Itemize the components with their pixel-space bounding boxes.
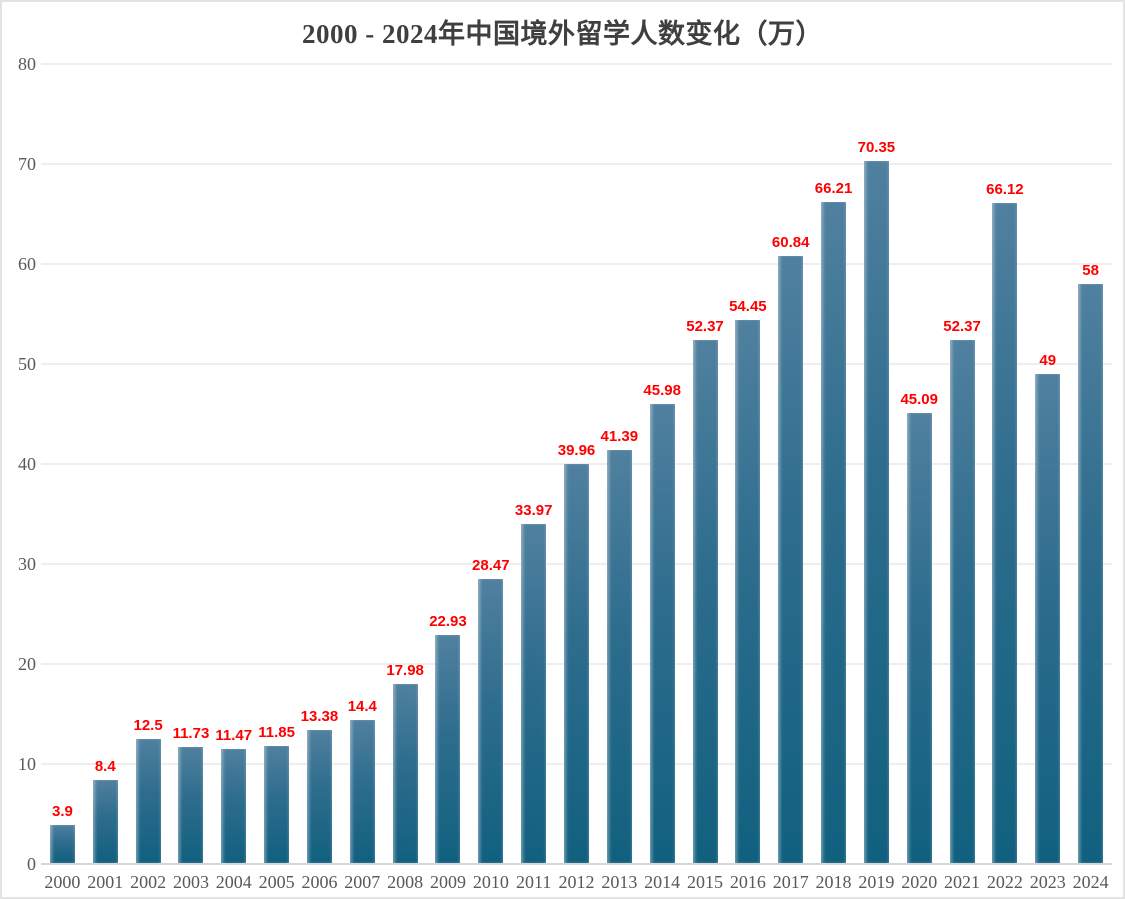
- bar-2004: [221, 749, 247, 863]
- bar-2014: [649, 404, 675, 863]
- value-label-2012: 39.96: [557, 442, 596, 460]
- gridline-y-70: [41, 163, 1112, 165]
- x-axis-tick-2000: 2000: [44, 872, 81, 892]
- bar-2009: [435, 634, 461, 863]
- value-label-2008: 17.98: [386, 662, 424, 680]
- x-axis-tick-2006: 2006: [301, 872, 338, 892]
- bar-2010: [478, 579, 504, 863]
- bar-2005: [264, 745, 290, 863]
- x-axis-tick-2008: 2008: [387, 872, 424, 892]
- x-axis-tick-2024: 2024: [1072, 872, 1109, 892]
- x-axis-tick-2023: 2023: [1029, 872, 1066, 892]
- value-label-2019: 70.35: [857, 138, 896, 156]
- value-label-2003: 11.73: [172, 724, 210, 742]
- bar-2003: [178, 746, 204, 863]
- value-label-2017: 60.84: [771, 233, 810, 251]
- x-axis-tick-2017: 2017: [772, 872, 809, 892]
- value-label-2016: 54.45: [729, 297, 767, 315]
- bar-2006: [306, 730, 332, 863]
- bar-2000: [49, 825, 75, 863]
- y-axis-tick-40: 40: [18, 454, 36, 474]
- chart-title: 2000 - 2024年中国境外留学人数变化（万）: [302, 19, 823, 49]
- value-label-2018: 66.21: [814, 179, 853, 197]
- bar-2008: [392, 684, 418, 863]
- x-axis-tick-2020: 2020: [901, 872, 938, 892]
- y-axis-tick-60: 60: [18, 254, 36, 274]
- gridline-y-60: [41, 263, 1112, 265]
- bar-2022: [992, 202, 1018, 863]
- value-label-2021: 52.37: [943, 318, 981, 336]
- bar-2018: [821, 201, 847, 863]
- x-axis-tick-2010: 2010: [472, 872, 509, 892]
- value-label-2023: 49: [1039, 352, 1057, 369]
- bar-2023: [1035, 374, 1061, 863]
- value-label-2002: 12.5: [133, 717, 163, 734]
- bar-2011: [521, 524, 547, 863]
- bar-2001: [92, 780, 118, 863]
- value-label-2004: 11.47: [215, 727, 253, 745]
- y-axis-tick-50: 50: [18, 354, 36, 374]
- x-axis-tick-2022: 2022: [986, 872, 1023, 892]
- x-axis-tick-2005: 2005: [258, 872, 295, 892]
- bar-2002: [135, 739, 161, 863]
- value-label-2005: 11.85: [258, 723, 295, 741]
- value-label-2013: 41.39: [600, 428, 639, 446]
- bar-2024: [1078, 284, 1104, 863]
- bar-2020: [906, 413, 932, 863]
- x-axis-tick-2013: 2013: [601, 872, 638, 892]
- x-axis-tick-2016: 2016: [729, 872, 766, 892]
- value-label-2009: 22.93: [429, 612, 467, 630]
- x-axis-tick-2002: 2002: [130, 872, 167, 892]
- bar-2019: [863, 160, 889, 863]
- y-axis-tick-70: 70: [18, 154, 36, 174]
- value-label-2020: 45.09: [900, 391, 938, 409]
- bar-2015: [692, 340, 718, 863]
- bar-2012: [564, 464, 589, 863]
- gridline-y-80: [41, 63, 1112, 65]
- value-label-2022: 66.12: [986, 180, 1024, 198]
- value-label-2000: 3.9: [51, 803, 73, 820]
- gridline-y-40: [41, 463, 1112, 465]
- bar-2007: [349, 720, 375, 863]
- x-axis-tick-2018: 2018: [815, 872, 852, 892]
- bar-2017: [778, 255, 804, 863]
- x-axis-tick-2011: 2011: [515, 872, 552, 892]
- value-label-2014: 45.98: [643, 382, 681, 400]
- x-axis-line: [41, 863, 1112, 865]
- bar-2016: [735, 319, 761, 863]
- y-axis-tick-10: 10: [18, 754, 36, 774]
- x-axis-tick-2004: 2004: [215, 872, 252, 892]
- x-axis-tick-2003: 2003: [172, 872, 209, 892]
- x-axis-tick-2014: 2014: [644, 872, 681, 892]
- y-axis-tick-80: 80: [18, 54, 36, 74]
- x-axis-tick-2007: 2007: [344, 872, 381, 892]
- value-label-2010: 28.47: [472, 557, 510, 575]
- value-label-2001: 8.4: [94, 758, 116, 775]
- gridline-y-50: [41, 363, 1112, 365]
- y-axis-tick-20: 20: [18, 654, 36, 674]
- value-label-2007: 14.4: [347, 698, 377, 715]
- y-axis-tick-0: 0: [27, 854, 36, 874]
- x-axis-tick-2009: 2009: [429, 872, 466, 892]
- bar-2021: [949, 340, 975, 863]
- bar-2013: [606, 450, 632, 863]
- x-axis-tick-2015: 2015: [687, 872, 724, 892]
- value-label-2024: 58: [1082, 262, 1099, 279]
- x-axis-tick-2019: 2019: [858, 872, 895, 892]
- x-axis-tick-2001: 2001: [87, 872, 124, 892]
- value-label-2015: 52.37: [686, 318, 724, 336]
- y-axis-tick-30: 30: [18, 554, 36, 574]
- x-axis-tick-2012: 2012: [558, 872, 595, 892]
- x-axis-tick-2021: 2021: [944, 872, 981, 892]
- value-label-2006: 13.38: [300, 708, 339, 726]
- value-label-2011: 33.97: [514, 502, 553, 520]
